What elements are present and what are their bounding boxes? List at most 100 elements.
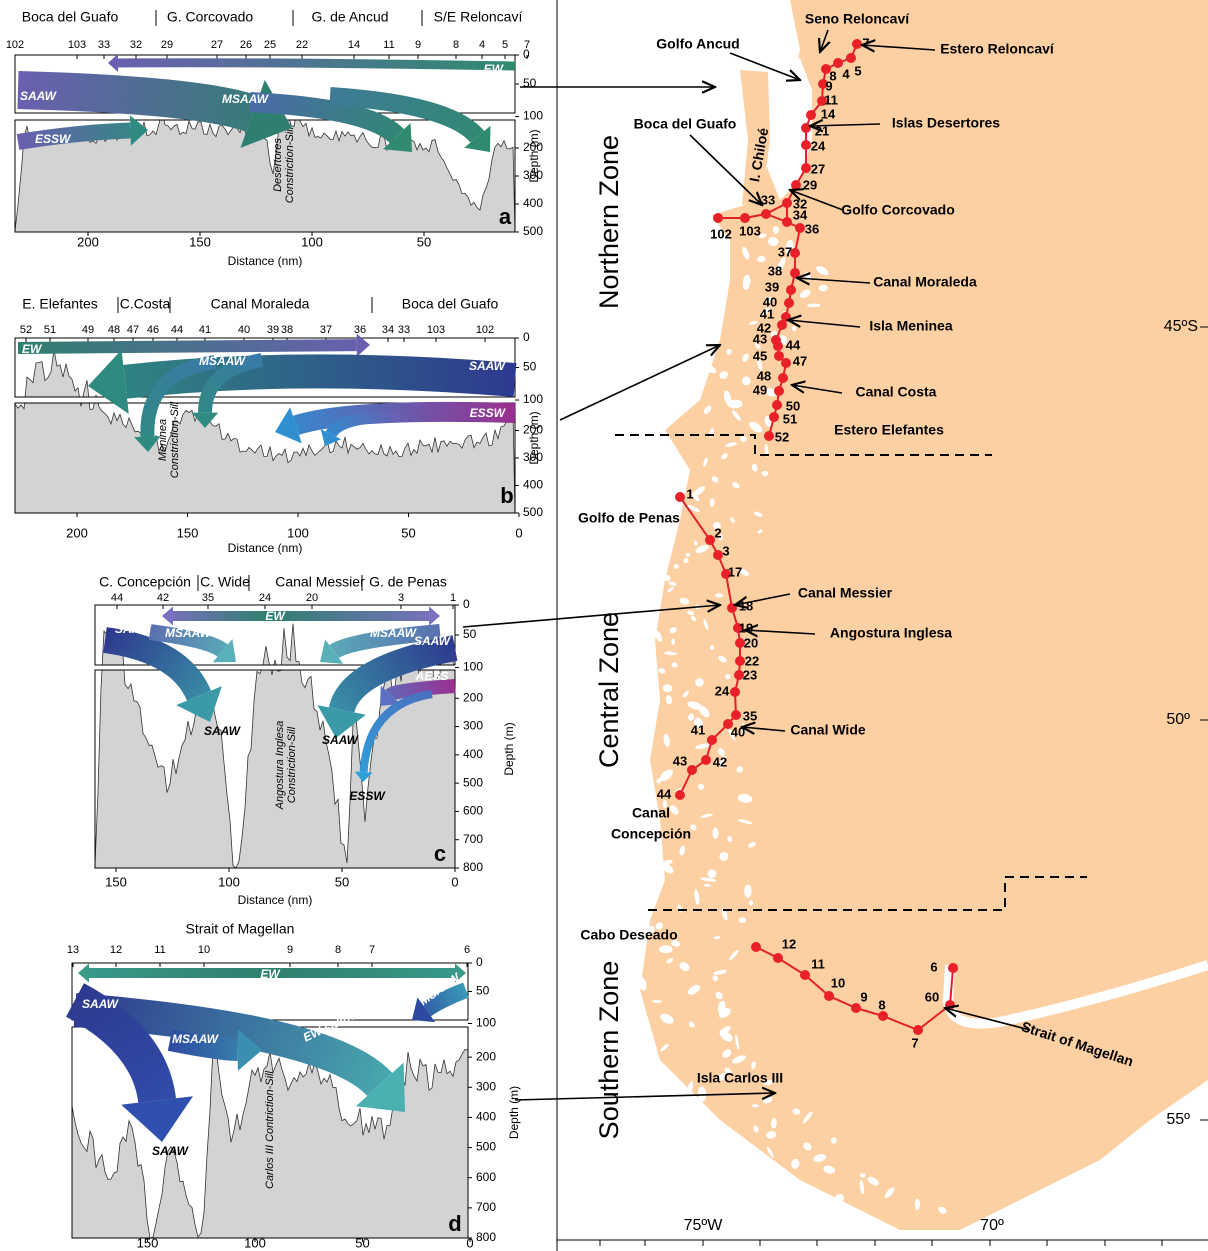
station-label: 36	[354, 324, 366, 336]
station-dot	[730, 687, 740, 697]
depth-tick-label: 700	[463, 832, 483, 846]
station-number: 24	[715, 683, 730, 698]
station-label: 26	[240, 39, 252, 51]
station-label: 13	[67, 944, 79, 956]
y-axis-label: Depth (m)	[507, 1086, 521, 1139]
station-number: 17	[728, 564, 742, 579]
longitude-label: 75ºW	[684, 1217, 724, 1234]
place-label: Isla Meninea	[869, 318, 952, 334]
station-number: 34	[793, 207, 808, 222]
depth-tick-label: 100	[523, 109, 543, 123]
water-mass-label: EW	[265, 609, 286, 623]
sill-label: Carlos III Contriction-Sill	[264, 1070, 276, 1189]
station-label: 24	[259, 592, 271, 604]
depth-tick-label: 0	[463, 597, 470, 611]
station-number: 44	[786, 337, 801, 352]
depth-tick-label: 500	[463, 775, 483, 789]
region-label: G. de Penas	[369, 574, 447, 590]
region-label: E. Elefantes	[22, 296, 98, 312]
station-dot	[782, 198, 792, 208]
station-number: 35	[743, 708, 757, 723]
place-label: Estero Elefantes	[834, 422, 944, 438]
depth-tick-label: 400	[463, 747, 483, 761]
distance-tick-label: 150	[105, 874, 127, 889]
station-dot	[878, 1011, 888, 1021]
water-mass-label: ESSW	[470, 406, 507, 420]
station-label: 3	[398, 592, 404, 604]
station-number: 45	[753, 348, 767, 363]
station-number: 3	[722, 543, 729, 558]
depth-tick-label: 800	[463, 860, 483, 874]
sill-label: Constriction-Sill	[286, 726, 298, 803]
station-dot	[769, 412, 779, 422]
station-label: 32	[130, 39, 142, 51]
water-mass-label: SAAW	[469, 359, 507, 373]
panel-letter: a	[499, 204, 512, 229]
fjord	[713, 827, 719, 839]
water-mass-label: MSAAW	[172, 1032, 220, 1046]
page: Boca del GuafoG. CorcovadoG. de AncudS/E…	[0, 0, 1208, 1251]
station-number: 19	[739, 620, 753, 635]
latitude-label: 55º	[1166, 1111, 1190, 1128]
distance-tick-label: 150	[177, 525, 199, 540]
station-dot	[851, 1003, 861, 1013]
depth-tick-label: 200	[476, 1049, 496, 1063]
station-number: 49	[753, 382, 767, 397]
zone-label: Southern Zone	[594, 961, 624, 1140]
station-number: 41	[760, 306, 774, 321]
station-label: 44	[111, 592, 123, 604]
place-label: Cabo Deseado	[580, 927, 677, 943]
station-dot	[675, 790, 685, 800]
distance-tick-label: 200	[77, 234, 99, 249]
station-label: 44	[171, 324, 183, 336]
place-label: Concepción	[611, 826, 691, 842]
station-dot	[801, 123, 811, 133]
water-mass-label: ESSW	[35, 132, 72, 146]
region-label: C. Wide	[200, 574, 250, 590]
station-number: 9	[860, 989, 867, 1004]
station-label: 34	[382, 324, 394, 336]
region-label: C.Costa	[120, 296, 171, 312]
station-dot	[772, 400, 782, 410]
water-mass-label: AESS	[415, 669, 449, 683]
fjord	[744, 885, 751, 898]
arrow-head	[429, 607, 440, 626]
region-label: Boca del Guafo	[402, 296, 499, 312]
depth-tick-label: 0	[476, 955, 483, 969]
longitude-label: 70º	[980, 1217, 1004, 1234]
station-dot	[751, 942, 761, 952]
depth-tick-label: 0	[523, 47, 530, 61]
region-label: C. Concepción	[99, 574, 191, 590]
station-dot	[773, 341, 783, 351]
station-label: 51	[44, 324, 56, 336]
depth-tick-label: 700	[476, 1200, 496, 1214]
station-label: 22	[296, 39, 308, 51]
station-label: 25	[264, 39, 276, 51]
water-mass-label: EW	[484, 62, 505, 76]
region-label: Canal Messier	[275, 574, 365, 590]
station-label: 37	[320, 324, 332, 336]
station-label: 5	[502, 39, 508, 51]
arrow-head	[162, 607, 173, 626]
sill-label: Desertores	[272, 138, 284, 192]
depth-tick-label: 400	[476, 1110, 496, 1124]
station-number: 1	[686, 486, 693, 501]
station-number: 20	[744, 635, 758, 650]
place-label: Golfo Ancud	[656, 36, 739, 52]
region-label: Canal Moraleda	[211, 296, 310, 312]
station-dot	[784, 298, 794, 308]
station-dot	[801, 163, 811, 173]
distance-tick-label: 50	[355, 1235, 369, 1250]
figure: Boca del GuafoG. CorcovadoG. de AncudS/E…	[0, 0, 1208, 1251]
station-number: 41	[691, 722, 705, 737]
depth-tick-label: 600	[476, 1170, 496, 1184]
station-label: 103	[427, 324, 445, 336]
place-label: Islas Desertores	[892, 115, 1000, 131]
sill-label: Constriction-Sill	[169, 401, 181, 478]
water-mass-label: MSAAW	[165, 626, 213, 640]
water-mass-arrow	[331, 416, 400, 434]
depth-tick-label: 0	[523, 330, 530, 344]
x-axis-label: Distance (nm)	[238, 893, 313, 907]
station-dot	[801, 140, 811, 150]
station-label: 33	[98, 39, 110, 51]
